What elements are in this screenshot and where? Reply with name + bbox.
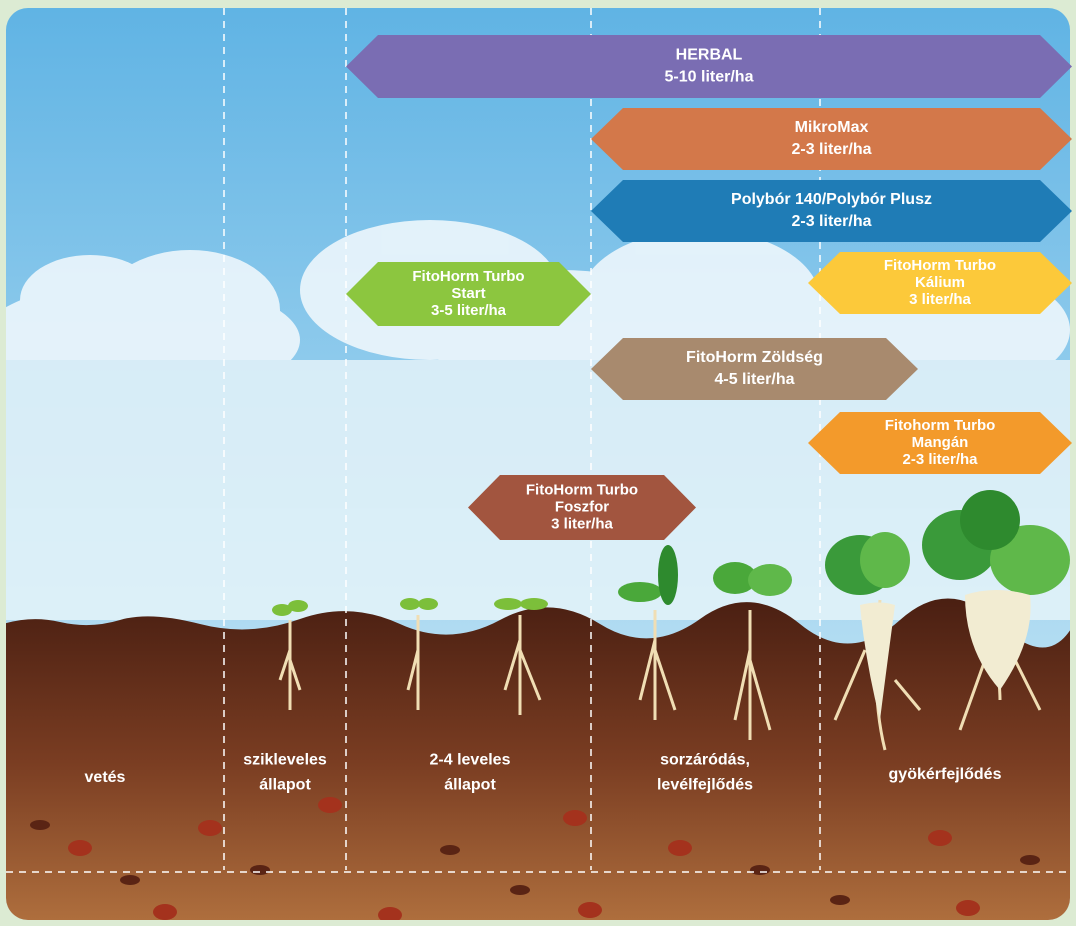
product-label: 3-5 liter/ha — [431, 302, 507, 319]
stage-label: levélfejlődés — [657, 777, 753, 794]
stage-label: sorzáródás, — [660, 752, 750, 769]
product-label: Foszfor — [555, 498, 609, 515]
product-label: FitoHorm Zöldség — [686, 349, 823, 366]
product-label: FitoHorm Turbo — [526, 481, 638, 498]
product-label: FitoHorm Turbo — [412, 268, 524, 285]
product-label: Start — [451, 285, 485, 302]
product-label: Mangán — [912, 434, 969, 451]
stage-label: gyökérfejlődés — [889, 766, 1002, 783]
product-arrow — [346, 35, 1072, 98]
product-label: 3 liter/ha — [551, 515, 613, 532]
product-label: Polybór 140/Polybór Plusz — [731, 191, 932, 208]
product-label: HERBAL — [676, 47, 743, 64]
product-label: Kálium — [915, 274, 965, 291]
product-label: 2-3 liter/ha — [902, 451, 978, 468]
product-arrow — [591, 108, 1072, 170]
product-label: Fitohorm Turbo — [885, 417, 996, 434]
product-label: 3 liter/ha — [909, 291, 971, 308]
stage-label: vetés — [85, 769, 126, 786]
stage-label: 2-4 leveles — [430, 752, 511, 769]
product-label: FitoHorm Turbo — [884, 257, 996, 274]
page: HERBAL 5-10 liter/ha MikroMax 2-3 liter/ha P… — [0, 0, 1076, 926]
product-label: 2-3 liter/ha — [791, 213, 871, 230]
stage-label: állapot — [444, 777, 496, 794]
product-arrow — [591, 180, 1072, 242]
stage-label: állapot — [259, 777, 311, 794]
product-label: 4-5 liter/ha — [714, 371, 794, 388]
product-label: 5-10 liter/ha — [665, 69, 754, 86]
diagram: HERBAL 5-10 liter/ha MikroMax 2-3 liter/ha P… — [0, 0, 1076, 926]
stage-label: szikleveles — [243, 752, 327, 769]
product-label: 2-3 liter/ha — [791, 141, 871, 158]
product-arrow — [591, 338, 918, 400]
product-label: MikroMax — [795, 119, 869, 136]
